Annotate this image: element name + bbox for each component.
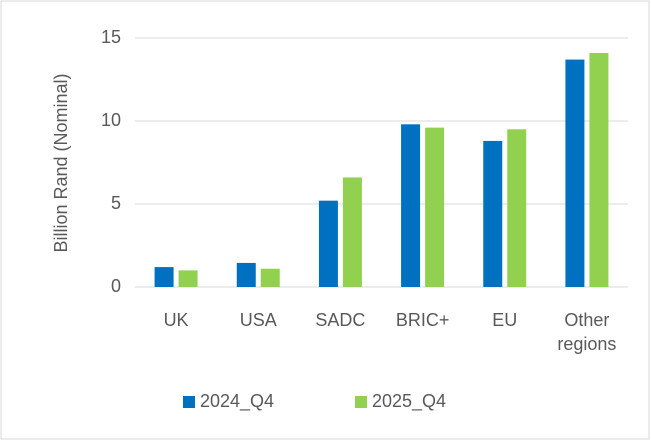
bar <box>342 177 362 287</box>
bar <box>401 124 421 287</box>
x-tick-label-box: UK <box>163 310 189 330</box>
x-tick-label: UK <box>163 310 189 330</box>
bar <box>178 270 198 287</box>
y-axis-title: Billion Rand (Nominal) <box>51 73 71 252</box>
x-tick-label: BRIC+ <box>395 310 450 330</box>
legend-label: 2024_Q4 <box>200 391 274 412</box>
bar <box>565 59 585 287</box>
bar <box>260 268 280 287</box>
x-tick-label-box: BRIC+ <box>395 310 450 330</box>
legend-label: 2025_Q4 <box>372 391 446 412</box>
x-tick-label: EU <box>492 310 518 330</box>
x-tick-label-box: SADC <box>315 310 366 330</box>
bar <box>507 129 527 287</box>
bar <box>425 127 445 287</box>
y-tick-label: 0 <box>111 276 121 296</box>
legend-swatch <box>183 396 195 408</box>
bar <box>154 267 174 287</box>
bar <box>589 52 609 287</box>
y-tick-label: 10 <box>101 110 121 130</box>
y-tick-label: 15 <box>101 27 121 47</box>
x-tick-label: SADC <box>315 310 366 330</box>
bar <box>483 140 503 287</box>
x-tick-label: USA <box>239 310 277 330</box>
bar <box>236 262 256 287</box>
legend-swatch <box>355 396 367 408</box>
x-tick-label-box: Other regions <box>557 310 617 354</box>
bar <box>318 200 338 287</box>
x-tick-label: Other regions <box>557 310 617 354</box>
x-tick-label-box: EU <box>492 310 518 330</box>
x-tick-label-box: USA <box>239 310 277 330</box>
y-tick-label: 5 <box>111 193 121 213</box>
